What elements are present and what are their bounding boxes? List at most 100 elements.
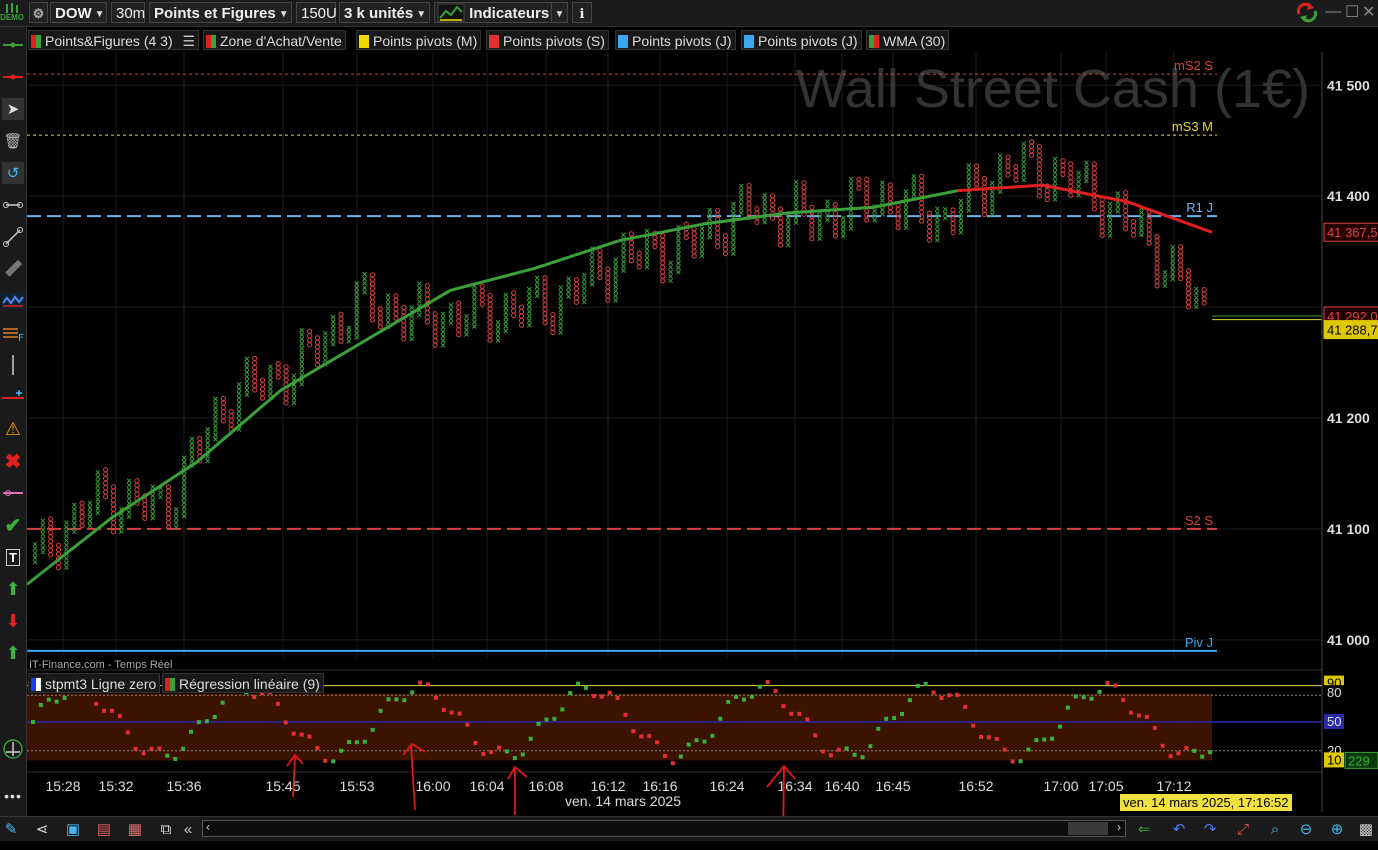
pf-x-mark [613, 261, 619, 267]
collapse-button[interactable]: « [180, 819, 196, 839]
comments-button[interactable]: ▣ [62, 819, 84, 839]
chevron-left-icon[interactable]: ‹ [206, 820, 210, 834]
list-icon[interactable]: ☰ [178, 33, 196, 49]
chart-settings-button[interactable]: ▩ [1355, 819, 1377, 839]
chart-type-selector[interactable]: Points et Figures ▼ [149, 2, 292, 23]
oscillator-dot [473, 741, 478, 746]
share-button[interactable]: ⋖ [31, 819, 53, 839]
sync-button[interactable] [1294, 1, 1320, 24]
pf-x-mark [472, 292, 477, 298]
oscillator-dot [765, 679, 770, 684]
legend-item[interactable]: Points pivots (S) [486, 30, 609, 50]
goto-latest-button[interactable]: ⇐ [1133, 819, 1155, 839]
legend-stpmt3[interactable]: stpmt3 Ligne zero [28, 673, 161, 693]
sell-arrow-tool[interactable]: ⬇ [2, 610, 24, 632]
pf-o-mark [55, 542, 62, 548]
maximize-button[interactable]: ☐ [1345, 4, 1360, 21]
pf-x-mark [503, 314, 509, 320]
minimize-button[interactable]: — [1325, 3, 1341, 20]
warning-tool[interactable]: ⚠ [2, 418, 24, 440]
pf-x-mark [566, 276, 571, 282]
x-axis-tick: 15:28 [45, 778, 80, 794]
alert-line-tool[interactable] [2, 386, 24, 408]
fibonacci-tool[interactable]: F [2, 322, 24, 344]
indicator-tool[interactable] [2, 290, 24, 312]
auto-scale-button[interactable]: ⤢ [1232, 819, 1254, 839]
delete-tool[interactable]: 🗑 [2, 130, 24, 152]
pink-line-tool[interactable] [2, 482, 24, 504]
price-chart[interactable]: Wall Street Cash (1€) mS2 S mS3 M R1 J S2 S… [27, 52, 1378, 816]
oscillator-dot [663, 753, 667, 758]
table-button[interactable]: ▦ [124, 819, 146, 839]
x-axis-date: ven. 14 mars 2025 [565, 793, 681, 809]
text-tool[interactable]: T [2, 546, 24, 568]
cursor-tool[interactable]: ➤ [2, 98, 24, 120]
line-tool-red[interactable] [2, 66, 24, 88]
buy-sell-zone [27, 693, 1212, 761]
pf-o-mark [832, 201, 838, 208]
pf-x-mark [848, 190, 854, 195]
zoom-out-button[interactable]: ⊖ [1295, 819, 1317, 839]
undo-tool[interactable]: ↺ [2, 162, 24, 184]
top-toolbar: DEMO ⚙ DOW ▼ 30m Points et Figures ▼ 150U … [0, 0, 1378, 27]
trendline-tool[interactable] [2, 226, 24, 248]
pf-x-mark [1139, 214, 1144, 220]
screenshot-button[interactable]: ⧉ [155, 819, 177, 839]
zoom-fit-button[interactable]: ⌕ [1264, 819, 1286, 839]
validate-tool[interactable]: ✔ [2, 514, 24, 537]
draw-mode-button[interactable]: ✎ [0, 819, 22, 839]
oscillator-dot [726, 699, 731, 704]
oscillator-dot [1089, 696, 1094, 701]
up-arrow-tool[interactable]: ⬆ [2, 642, 24, 664]
pf-x-mark [40, 545, 46, 551]
scale-tool[interactable] [2, 738, 24, 760]
chart-type-label: Points et Figures [154, 5, 276, 22]
chevron-right-icon[interactable]: › [1117, 820, 1121, 834]
vertical-line-tool[interactable] [2, 354, 24, 376]
redo-button[interactable]: ↷ [1199, 819, 1221, 839]
oscillator-dot [1058, 724, 1062, 729]
legend-item[interactable]: Points pivots (J) [741, 30, 862, 50]
oscillator-dot [655, 740, 660, 745]
pf-x-mark [558, 316, 564, 322]
demo-badge[interactable]: DEMO [0, 1, 24, 24]
scrollbar-thumb[interactable] [1068, 822, 1108, 835]
line-tool-green[interactable] [2, 34, 24, 56]
horizontal-scrollbar[interactable]: ‹ › [202, 820, 1126, 837]
pf-x-mark [95, 506, 101, 511]
zoom-in-button[interactable]: ⊕ [1326, 819, 1348, 839]
legend-item[interactable]: Points&Figures (4 3) ☰ [28, 30, 200, 50]
timeframe-button[interactable]: 30m [111, 2, 145, 23]
symbol-selector[interactable]: DOW ▼ [50, 2, 107, 23]
pf-x-mark [644, 246, 650, 252]
legend-regression[interactable]: Régression linéaire (9) [162, 673, 324, 693]
units-button[interactable]: 150U [296, 2, 337, 23]
indicators-dropdown[interactable]: ▼ [551, 2, 568, 23]
pf-x-mark [644, 237, 650, 243]
segment-tool[interactable] [2, 194, 24, 216]
undo-button[interactable]: ↶ [1168, 819, 1190, 839]
ruler-tool[interactable] [2, 258, 24, 280]
pf-x-mark [417, 290, 422, 295]
close-button[interactable]: ✕ [1362, 4, 1376, 21]
buy-arrow-tool[interactable]: ⬆ [2, 578, 24, 600]
indicators-button[interactable]: Indicateurs [434, 2, 552, 23]
chat-icon: ▣ [65, 821, 81, 838]
legend-item[interactable]: Points pivots (J) [615, 30, 736, 50]
legend-item[interactable]: WMA (30) [866, 30, 950, 50]
pf-x-mark [911, 187, 917, 193]
more-tools-button[interactable]: ••• [2, 785, 24, 807]
info-button[interactable]: i [572, 2, 592, 23]
box-size-selector[interactable]: 3 k unités ▼ [339, 2, 430, 23]
orders-button[interactable]: ▤ [93, 819, 115, 839]
pf-x-mark [1052, 174, 1058, 180]
pf-o-mark [1060, 158, 1066, 164]
legend-item[interactable]: Zone d'Achat/Vente [203, 30, 346, 50]
pf-x-mark [613, 284, 619, 290]
pf-x-mark [64, 560, 69, 566]
legend-item[interactable]: Points pivots (M) [356, 30, 482, 50]
remove-tool[interactable]: ✖ [2, 450, 24, 473]
oscillator-dot [489, 750, 494, 755]
pf-x-mark [205, 445, 210, 450]
settings-button[interactable]: ⚙ [29, 2, 48, 23]
